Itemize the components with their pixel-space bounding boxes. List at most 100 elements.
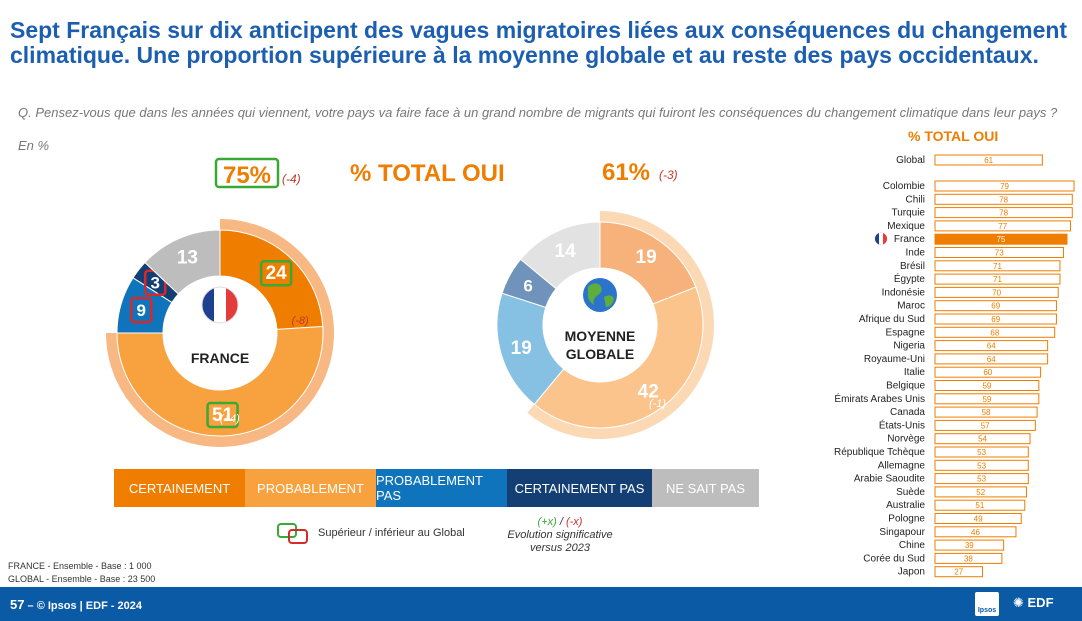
donut-0: 24 (-8) 51(+4) 93 13 FRANCE [106,219,334,447]
bar-row: Singapour 46 [879,526,1017,538]
bar-value-label: 73 [995,249,1004,258]
footer: 57 – © Ipsos | EDF - 2024 Ipsos ✺ EDF [0,587,1082,621]
bar-value-label: 38 [964,554,973,563]
bar-category-label: France [894,234,926,245]
bar-value-label: 59 [982,395,991,404]
total-oui-value: 61% [602,159,650,186]
survey-question: Q. Pensez-vous que dans les années qui v… [18,105,1058,120]
bar [934,260,1061,272]
bar [934,380,1040,391]
bar [934,180,1075,192]
bar [934,513,1022,524]
significance-box [214,157,280,189]
bar-row: États-Unis 57 [879,418,1036,431]
bar-category-label: Suède [896,487,925,498]
france-total-oui: 75% (-4) [214,157,301,189]
bar-value-label: 52 [976,488,985,497]
bar-row: Corée du Sud 38 [863,552,1003,564]
bar-category-label: République Tchèque [834,447,925,458]
evolution-minus: (-x) [565,516,583,528]
bar-value-label: 51 [975,501,984,510]
donut-label-line1: MOYENNE [565,328,636,344]
bar [934,233,1068,245]
bar [934,326,1056,338]
bar-row: Émirats Arabes Unis 59 [834,392,1040,405]
total-oui-change: (-3) [659,168,678,182]
slice-value: 9 [137,301,146,320]
bar [934,154,1043,166]
bar [934,286,1059,298]
bar-category-label: Singapour [879,527,925,538]
evolution-plus: (+x) [537,516,557,528]
bar-row: Chili 78 [906,193,1073,205]
bar [934,433,1031,445]
bar-category-label: Indonésie [882,287,926,298]
donut-center [544,269,656,381]
donut-center [164,277,276,389]
donut-label-line2: GLOBALE [566,346,634,362]
slice-value: 51 [212,405,234,426]
slice-change: (-1) [649,398,666,410]
bar [934,273,1061,285]
footer-text: 57 – © Ipsos | EDF - 2024 [10,597,142,612]
bar-category-label: Maroc [897,301,925,312]
bar-row: Espagne 68 [886,326,1056,338]
bar [934,406,1038,418]
slice-value: 19 [636,247,657,268]
bar-category-label: Allemagne [878,460,926,471]
france-flag-icon [874,232,888,245]
bar-value-label: 53 [977,475,986,484]
bar-row: Suède 52 [896,486,1028,498]
bar-row: Royaume-Uni 64 [864,353,1049,365]
slice-change: (+4) [220,413,240,425]
bar-value-label: 77 [998,222,1007,231]
bar [934,366,1042,378]
bar-category-label: Afrique du Sud [859,314,925,325]
bar-row: Pologne 49 [888,513,1022,525]
bar-row: Turquie 78 [891,207,1073,219]
bar-row: Belgique 59 [886,380,1040,392]
bar-category-label: Australie [886,500,925,511]
bar-category-label: Nigeria [893,341,925,352]
bar-category-label: Pologne [888,514,925,525]
legend-probablement-pas: PROBABLEMENT PAS [376,469,507,507]
bar-value-label: 49 [974,515,983,524]
bar-chart-title: % TOTAL OUI [908,128,999,144]
bar-value-label: 58 [982,408,991,417]
bar-category-label: Inde [906,248,926,259]
slice-value: 42 [638,381,659,402]
bar-row: Maroc 69 [897,300,1057,312]
bar-category-label: Mexique [887,221,925,232]
bar-value-label: 78 [999,209,1008,218]
response-legend: CERTAINEMENT PROBABLEMENT PROBABLEMENT PAS… [114,469,759,507]
bar-category-label: Turquie [891,208,925,219]
evolution-sep: / [559,516,563,528]
unit-label: En % [18,138,50,153]
bar-value-label: 60 [983,368,992,377]
globe-icon [583,278,617,312]
significance-box [259,259,293,287]
bar-value-label: 69 [991,315,1000,324]
global-total-oui: 61% (-3) [602,159,678,186]
bar [934,207,1073,219]
significance-box [206,401,239,429]
bar-row: Norvège 54 [887,433,1031,445]
bar-value-label: 79 [1000,182,1009,191]
bar-row: Italie 60 [904,366,1042,378]
bar-value-label: 53 [977,448,986,457]
bar-value-label: 64 [987,342,996,351]
bar-value-label: 57 [981,421,990,430]
donut-section-title: % TOTAL OUI [350,160,505,187]
bar-category-label: États-Unis [879,418,925,431]
bar-value-label: 53 [977,461,986,470]
bar [934,486,1028,498]
bar-category-label: Canada [890,407,925,418]
france-flag-icon [201,286,239,324]
ipsos-logo: Ipsos [975,592,999,616]
edf-logo: ✺ EDF [1013,595,1054,610]
bar-category-label: Espagne [886,327,926,338]
slice-certainement [219,229,324,330]
evolution-note: (+x) / (-x) Evolution significative vers… [490,516,630,555]
bar-category-label: Égypte [894,272,926,285]
bar-category-label: Norvège [887,434,925,445]
